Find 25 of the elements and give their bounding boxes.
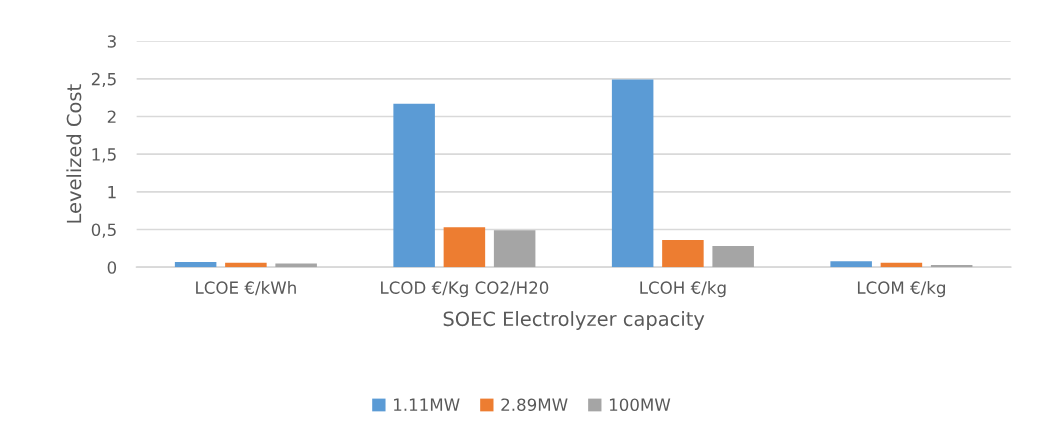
bar xyxy=(275,263,317,268)
legend-label: 2.89MW xyxy=(501,398,568,412)
bar xyxy=(493,230,536,268)
y-tick-label: 0,5 xyxy=(91,223,116,238)
y-tick-label: 0 xyxy=(107,261,117,274)
bar xyxy=(443,227,486,268)
y-axis-title: Levelized Cost xyxy=(66,84,82,223)
y-tick-label: 1 xyxy=(108,186,116,199)
legend-label: 1.11MW xyxy=(394,398,460,411)
bar xyxy=(611,79,654,268)
x-tick-label: LCOH €/kg xyxy=(640,281,726,298)
y-tick-label: 2,5 xyxy=(91,72,116,88)
x-tick-label: LCOD €/Kg CO2/H20 xyxy=(381,281,549,298)
x-axis-title: SOEC Electrolyzer capacity xyxy=(443,311,705,330)
bar xyxy=(174,261,217,268)
bar xyxy=(393,103,435,268)
bar xyxy=(830,261,872,268)
x-tick-label: LCOE €/kWh xyxy=(196,281,296,296)
x-tick-label: LCOM €/kg xyxy=(857,281,945,298)
legend-label: 100MW xyxy=(609,398,671,412)
y-tick-label: 2 xyxy=(107,110,116,123)
bar xyxy=(662,240,704,268)
y-tick-label: 3 xyxy=(107,35,116,48)
y-tick-label: 1,5 xyxy=(92,148,116,163)
bar xyxy=(712,246,754,268)
